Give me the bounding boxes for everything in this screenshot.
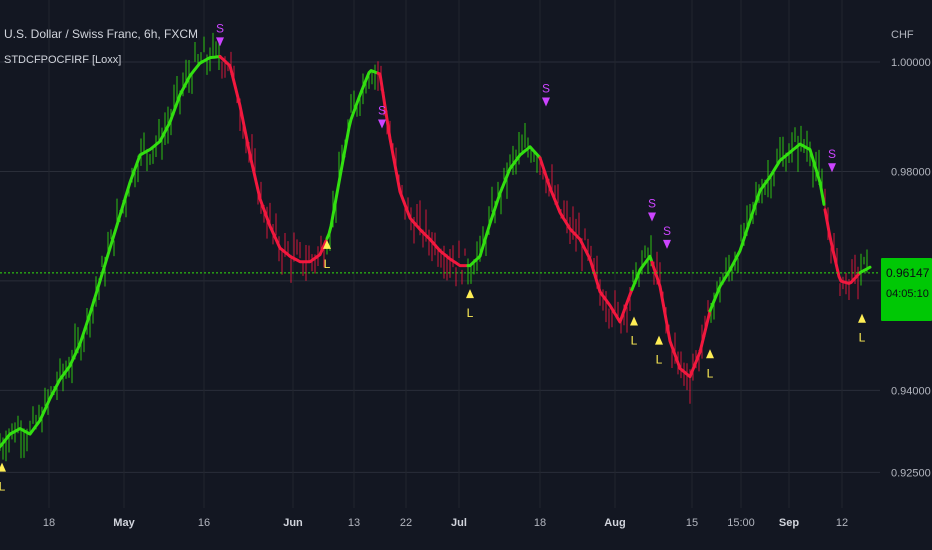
long-signal-label: L bbox=[0, 480, 6, 494]
price-tag-countdown: 04:05:10 bbox=[886, 288, 929, 300]
time-axis[interactable]: 18 May 16 Jun 13 22 Jul 18 Aug 15 15:00 Sep 12 bbox=[43, 517, 848, 529]
x-tick-label: 13 bbox=[348, 517, 360, 529]
price-tag-value: 0.96147 bbox=[886, 266, 930, 280]
short-signal-arrow bbox=[216, 37, 224, 47]
x-tick-label: Jul bbox=[451, 517, 467, 529]
long-signal-arrow bbox=[706, 349, 714, 359]
long-signal-arrow bbox=[858, 313, 866, 323]
short-signal-arrow bbox=[378, 119, 386, 129]
x-tick-label: Aug bbox=[604, 517, 625, 529]
indicator-segment-down bbox=[538, 156, 634, 324]
x-tick-label: 15 bbox=[686, 517, 698, 529]
long-signal-arrow bbox=[0, 462, 6, 472]
short-signal-arrow bbox=[663, 239, 671, 249]
long-signal-arrow bbox=[466, 289, 474, 299]
long-signal-arrow bbox=[655, 335, 663, 345]
indicator-line bbox=[0, 55, 872, 449]
y-tick-label: 0.94000 bbox=[891, 385, 931, 397]
x-tick-label: 15:00 bbox=[727, 517, 755, 529]
y-tick-label: 1.00000 bbox=[891, 57, 931, 69]
y-tick-label: 0.98000 bbox=[891, 166, 931, 178]
x-tick-label: Sep bbox=[779, 517, 799, 529]
long-signal-label: L bbox=[324, 257, 331, 271]
short-signal-label: S bbox=[648, 196, 656, 210]
short-signal-arrow bbox=[648, 212, 656, 222]
x-tick-label: Jun bbox=[283, 517, 303, 529]
short-signal-label: S bbox=[542, 82, 550, 96]
indicator-segment-up bbox=[466, 145, 542, 268]
chart-grid bbox=[0, 0, 880, 508]
long-signal-label: L bbox=[707, 366, 714, 380]
indicator-segment-down bbox=[218, 55, 328, 264]
short-signal-label: S bbox=[378, 103, 386, 117]
price-tag: 0.96147 04:05:10 bbox=[881, 258, 932, 321]
indicator-label[interactable]: STDCFPOCFIRF [Loxx] bbox=[4, 54, 121, 66]
x-tick-label: 12 bbox=[836, 517, 848, 529]
indicator-segment-up bbox=[708, 142, 826, 313]
long-signal-arrow bbox=[630, 316, 638, 326]
long-signal-label: L bbox=[859, 331, 866, 345]
x-tick-label: 18 bbox=[43, 517, 55, 529]
currency-label: CHF bbox=[891, 29, 914, 41]
short-signal-label: S bbox=[216, 21, 224, 35]
indicator-segment-down bbox=[650, 260, 712, 379]
short-signal-arrow bbox=[828, 163, 836, 173]
x-tick-label: 18 bbox=[534, 517, 546, 529]
indicator-segment-up bbox=[630, 254, 654, 292]
long-signal-label: L bbox=[656, 353, 663, 367]
indicator-segment-up bbox=[858, 265, 872, 275]
long-signal-label: L bbox=[467, 306, 474, 320]
x-tick-label: 16 bbox=[198, 517, 210, 529]
indicator-segment-down bbox=[376, 71, 470, 268]
x-tick-label: 22 bbox=[400, 517, 412, 529]
y-tick-label: 0.92500 bbox=[891, 467, 931, 479]
indicator-segment-up bbox=[0, 55, 222, 449]
long-signal-arrow bbox=[323, 239, 331, 249]
short-signal-arrow bbox=[542, 97, 550, 107]
indicator-segment-up bbox=[325, 69, 379, 240]
short-signal-label: S bbox=[663, 224, 671, 238]
long-signal-label: L bbox=[631, 333, 638, 347]
symbol-title[interactable]: U.S. Dollar / Swiss Franc, 6h, FXCM bbox=[4, 27, 198, 41]
indicator-segment-down bbox=[823, 208, 861, 285]
short-signal-label: S bbox=[828, 147, 836, 161]
x-tick-label: May bbox=[113, 517, 135, 529]
